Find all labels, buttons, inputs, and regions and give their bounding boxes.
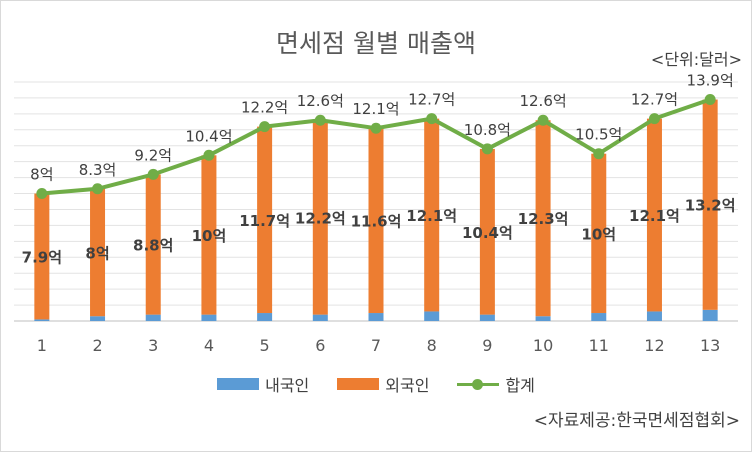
- total-point: [648, 113, 660, 125]
- total-point: [203, 149, 215, 161]
- x-tick-label: 8: [427, 336, 437, 355]
- unit-note: <단위:달러>: [650, 50, 742, 69]
- legend-item-foreign: 외국인: [337, 372, 429, 396]
- data-label-foreign: 12.1억: [406, 207, 457, 225]
- bar-foreign: [368, 128, 384, 314]
- data-label-foreign: 10억: [581, 225, 616, 243]
- source-note: <자료제공:한국면세점협회>: [533, 411, 740, 431]
- bar-foreign: [145, 174, 161, 315]
- total-point: [593, 148, 605, 160]
- bar-domestic: [145, 314, 161, 321]
- data-label-foreign: 11.7억: [239, 212, 290, 230]
- legend-item-total: 합계: [457, 372, 535, 396]
- x-tick-label: 6: [315, 336, 325, 355]
- data-label-foreign: 12.2억: [295, 209, 346, 227]
- total-point: [481, 143, 493, 155]
- bar-foreign: [646, 118, 662, 312]
- legend-label-total: 합계: [505, 376, 535, 395]
- total-point: [537, 114, 549, 126]
- x-tick-label: 7: [371, 336, 381, 355]
- data-label-total: 8.3억: [79, 161, 117, 179]
- legend-label-foreign: 외국인: [385, 376, 430, 395]
- total-point: [314, 114, 326, 126]
- x-tick-label: 12: [644, 336, 664, 355]
- bar-domestic: [424, 311, 440, 321]
- data-label-foreign: 12.1억: [629, 207, 680, 225]
- bar-foreign: [591, 153, 607, 314]
- x-tick-label: 9: [482, 336, 492, 355]
- data-label-total: 12.7억: [631, 91, 678, 109]
- data-label-total: 9.2억: [134, 146, 172, 164]
- x-tick-label: 2: [92, 336, 102, 355]
- data-label-total: 12.7억: [408, 91, 455, 109]
- data-label-total: 10.4억: [185, 127, 232, 145]
- bar-domestic: [312, 314, 328, 321]
- bar-domestic: [646, 311, 662, 321]
- data-label-total: 10.8억: [464, 121, 511, 139]
- bar-domestic: [257, 313, 273, 321]
- data-label-total: 12.6억: [519, 92, 566, 110]
- data-label-total: 12.2억: [241, 99, 288, 117]
- total-point: [704, 94, 716, 106]
- bar-foreign: [90, 188, 106, 317]
- bar-foreign: [257, 126, 273, 314]
- bar-domestic: [535, 316, 551, 321]
- total-point: [259, 121, 271, 133]
- bar-foreign: [201, 155, 217, 315]
- total-point: [36, 188, 48, 200]
- x-tick-label: 3: [148, 336, 158, 355]
- data-label-total: 12.1억: [352, 100, 399, 118]
- total-point: [92, 183, 104, 195]
- total-point: [147, 168, 159, 180]
- legend-item-domestic: 내국인: [217, 372, 309, 396]
- data-label-foreign: 7.9억: [22, 248, 62, 266]
- bar-domestic: [368, 313, 384, 321]
- bar-foreign: [34, 193, 50, 320]
- x-tick-label: 13: [700, 336, 720, 355]
- x-tick-label: 4: [204, 336, 214, 355]
- legend-label-domestic: 내국인: [265, 376, 310, 395]
- data-label-foreign: 8억: [85, 244, 109, 262]
- data-label-foreign: 10억: [192, 227, 227, 245]
- data-label-total: 13.9억: [687, 72, 734, 90]
- data-label-total: 8억: [30, 166, 53, 184]
- bar-domestic: [591, 313, 607, 321]
- x-tick-label: 10: [533, 336, 553, 355]
- x-tick-label: 11: [589, 336, 609, 355]
- bar-domestic: [90, 316, 106, 321]
- bar-foreign: [702, 99, 718, 310]
- data-label-foreign: 11.6억: [351, 213, 402, 231]
- chart-title: 면세점 월별 매출액: [276, 29, 476, 58]
- legend-swatch-foreign: [337, 378, 380, 390]
- data-label-foreign: 10.4억: [462, 224, 513, 242]
- bar-foreign: [424, 118, 440, 312]
- data-label-foreign: 12.3억: [518, 210, 569, 228]
- total-point: [370, 122, 382, 134]
- bar-domestic: [479, 314, 495, 321]
- bar-domestic: [201, 314, 217, 321]
- data-label-total: 12.6억: [297, 92, 344, 110]
- data-label-foreign: 8.8억: [133, 237, 173, 255]
- legend: 내국인 외국인 합계: [0, 372, 752, 396]
- bar-foreign: [312, 120, 328, 315]
- legend-swatch-domestic: [217, 378, 260, 390]
- data-label-foreign: 13.2억: [685, 197, 736, 215]
- bar-domestic: [702, 309, 718, 321]
- bar-foreign: [479, 148, 495, 315]
- bar-domestic: [34, 319, 50, 321]
- legend-swatch-total: [457, 378, 500, 390]
- bar-foreign: [535, 120, 551, 317]
- x-tick-label: 1: [37, 336, 47, 355]
- total-point: [426, 113, 438, 125]
- x-tick-label: 5: [260, 336, 270, 355]
- data-label-total: 10.5억: [575, 126, 622, 144]
